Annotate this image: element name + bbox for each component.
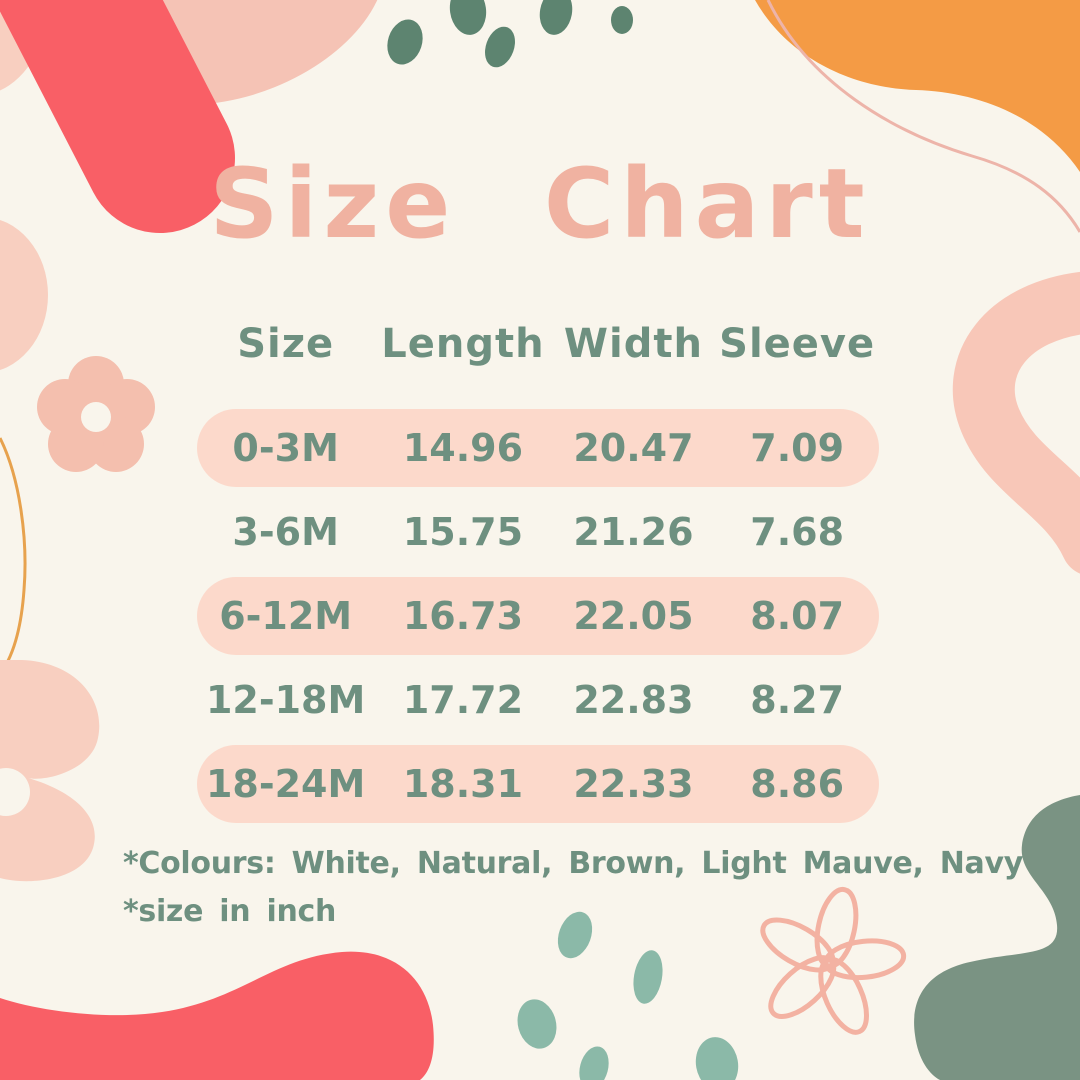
cell-width: 22.83 [573,678,694,722]
cell-size: 18-24M [205,762,366,806]
header-sleeve: Sleeve [719,321,876,367]
cell-size: 0-3M [232,426,339,470]
cell-sleeve: 7.09 [750,426,845,470]
cell-length: 14.96 [402,426,524,470]
cell-size: 6-12M [219,594,353,638]
cell-length: 16.73 [402,594,524,638]
table-row: 3-6M 15.75 21.26 7.68 [197,493,879,571]
cell-size: 3-6M [232,510,339,554]
cell-sleeve: 8.86 [750,762,845,806]
footnotes: *Colours: White, Natural, Brown, Light M… [123,846,1023,930]
cell-sleeve: 8.07 [750,594,845,638]
header-length: Length [381,321,545,367]
table-header-row: Size Length Width Sleeve [197,318,879,370]
cell-size: 12-18M [205,678,366,722]
table-row: 12-18M 17.72 22.83 8.27 [197,661,879,739]
size-table: Size Length Width Sleeve 0-3M 14.96 20.4… [197,318,879,829]
header-width: Width [563,321,703,367]
cell-width: 22.05 [573,594,694,638]
page-title: Size Chart [209,148,871,260]
header-size: Size [237,321,335,367]
cell-width: 21.26 [573,510,694,554]
cell-length: 17.72 [402,678,524,722]
note-unit: *size in inch [123,894,337,929]
table-row: 18-24M 18.31 22.33 8.86 [197,745,879,823]
cell-sleeve: 7.68 [750,510,845,554]
note-colours: *Colours: White, Natural, Brown, Light M… [123,846,1023,881]
table-row: 0-3M 14.96 20.47 7.09 [197,409,879,487]
cell-length: 18.31 [402,762,524,806]
cell-sleeve: 8.27 [750,678,845,722]
cell-width: 20.47 [573,426,694,470]
cell-length: 15.75 [402,510,524,554]
cell-width: 22.33 [573,762,694,806]
table-row: 6-12M 16.73 22.05 8.07 [197,577,879,655]
